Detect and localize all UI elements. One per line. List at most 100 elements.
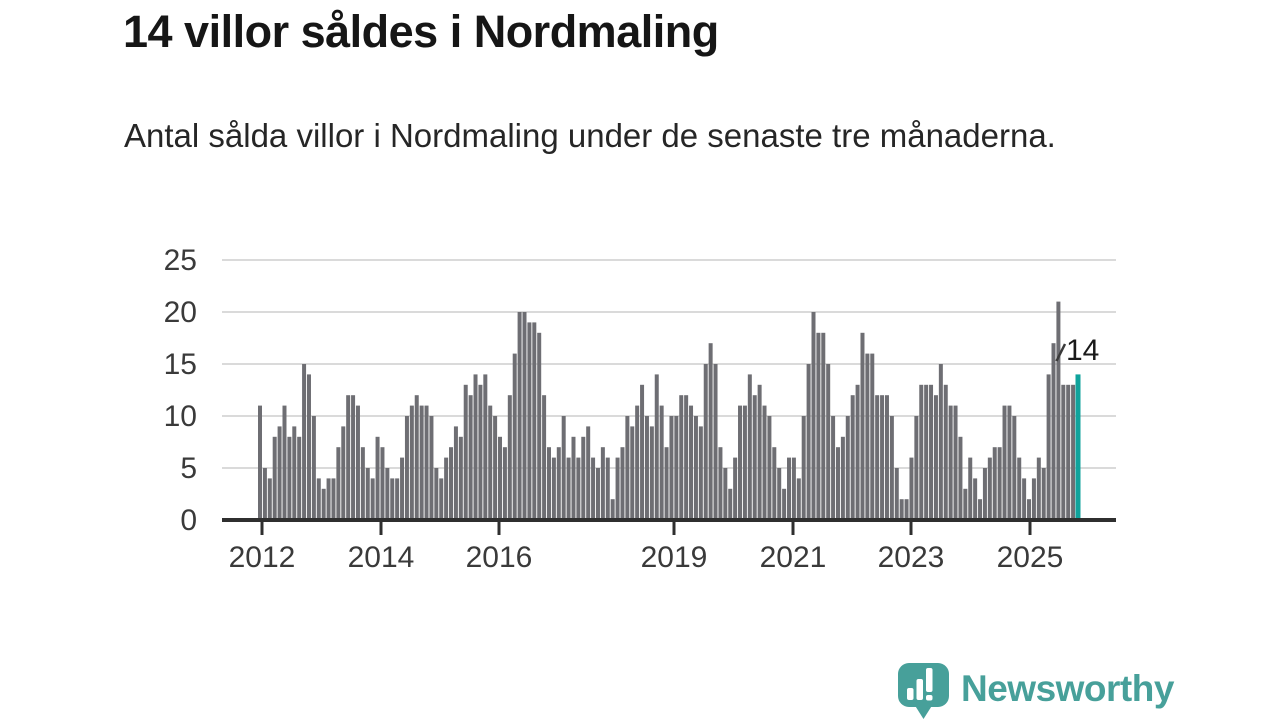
- x-axis-tick-label: 2025: [997, 541, 1064, 574]
- chart-bar: [816, 332, 821, 520]
- chart-bar: [973, 478, 978, 520]
- chart-bar: [527, 322, 532, 520]
- chart-bar: [586, 426, 591, 520]
- chart-bar: [551, 457, 556, 520]
- chart-bar: [385, 468, 390, 520]
- chart-bar: [331, 478, 336, 520]
- chart-bar: [488, 405, 493, 520]
- chart-bar: [703, 364, 708, 520]
- chart-bar: [850, 395, 855, 520]
- chart-bar: [561, 416, 566, 520]
- chart-bar: [542, 395, 547, 520]
- y-axis-tick-label: 15: [164, 348, 197, 381]
- y-axis-tick-label: 20: [164, 296, 197, 329]
- chart-bar: [306, 374, 311, 520]
- chart-bar: [929, 384, 934, 520]
- chart-bar-highlight: [1075, 374, 1081, 520]
- chart-bar: [1041, 468, 1046, 520]
- chart-bar: [796, 478, 801, 520]
- chart-bar: [355, 405, 360, 520]
- chart-bar: [326, 478, 331, 520]
- chart-bar: [537, 332, 542, 520]
- y-axis-tick-label: 25: [164, 244, 197, 277]
- chart-bar: [615, 457, 620, 520]
- chart-bar: [277, 426, 282, 520]
- chart-bar: [595, 468, 600, 520]
- chart-bar: [517, 312, 522, 520]
- chart-bar: [1066, 384, 1071, 520]
- x-axis-tick-label: 2019: [641, 541, 708, 574]
- chart-bar: [571, 436, 576, 520]
- chart-bar: [414, 395, 419, 520]
- chart-bar: [806, 364, 811, 520]
- chart-bar: [395, 478, 400, 520]
- chart-bar: [297, 436, 302, 520]
- chart-bar: [444, 457, 449, 520]
- chart-bar: [718, 447, 723, 520]
- logo-bar-small: [907, 688, 914, 700]
- chart-bar: [997, 447, 1002, 520]
- chart-bar: [698, 426, 703, 520]
- chart-bar: [498, 436, 503, 520]
- chart-bar: [390, 478, 395, 520]
- x-axis-tick-label: 2012: [229, 541, 296, 574]
- chart-bar: [640, 384, 645, 520]
- chart-bar: [272, 436, 277, 520]
- chart-bar: [512, 353, 517, 520]
- y-axis-tick-label: 10: [164, 400, 197, 433]
- chart-bar: [1071, 384, 1076, 520]
- chart-bar: [267, 478, 272, 520]
- chart-bar: [605, 457, 610, 520]
- chart-bar: [679, 395, 684, 520]
- chart-bar: [782, 488, 787, 520]
- chart-bar: [262, 468, 267, 520]
- x-axis-tick-label: 2014: [348, 541, 415, 574]
- chart-bar: [684, 395, 689, 520]
- chart-bar: [1061, 384, 1066, 520]
- chart-bar: [742, 405, 747, 520]
- chart-bar: [752, 395, 757, 520]
- chart-subtitle: Antal sålda villor i Nordmaling under de…: [124, 117, 1056, 154]
- chart-bar: [835, 447, 840, 520]
- chart-bar: [772, 447, 777, 520]
- chart-bar: [360, 447, 365, 520]
- chart-bar: [424, 405, 429, 520]
- chart-bar: [400, 457, 405, 520]
- chart-bar: [1036, 457, 1041, 520]
- chart-bar: [757, 384, 762, 520]
- chart-bar: [287, 436, 292, 520]
- chart-bar: [693, 416, 698, 520]
- chart-bar: [992, 447, 997, 520]
- chart-bar: [1056, 301, 1061, 520]
- chart-bar: [870, 353, 875, 520]
- chart-bar: [728, 488, 733, 520]
- chart-bar: [762, 405, 767, 520]
- chart-bar: [787, 457, 792, 520]
- chart-bar: [654, 374, 659, 520]
- chart-bar: [943, 384, 948, 520]
- chart-bar: [811, 312, 816, 520]
- chart-bar: [311, 416, 316, 520]
- chart-bar: [1046, 374, 1051, 520]
- chart-bar: [845, 416, 850, 520]
- chart-bar: [826, 364, 831, 520]
- chart-bar: [894, 468, 899, 520]
- chart-bar: [581, 436, 586, 520]
- chart-bar: [258, 405, 262, 520]
- chart-bar: [767, 416, 772, 520]
- chart-bar: [953, 405, 958, 520]
- chart-bar: [478, 384, 483, 520]
- chart-bar: [1051, 343, 1056, 520]
- chart-bar: [409, 405, 414, 520]
- chart-bar: [924, 384, 929, 520]
- chart-bar: [904, 499, 909, 520]
- chart-bar: [429, 416, 434, 520]
- annotation-leader-line: [1055, 343, 1067, 362]
- chart-bar: [1027, 499, 1032, 520]
- newsworthy-logo: Newsworthy: [895, 660, 1175, 720]
- x-axis-tick-label: 2021: [760, 541, 827, 574]
- chart-bar: [1012, 416, 1017, 520]
- chart-bar: [473, 374, 478, 520]
- chart-bar: [865, 353, 870, 520]
